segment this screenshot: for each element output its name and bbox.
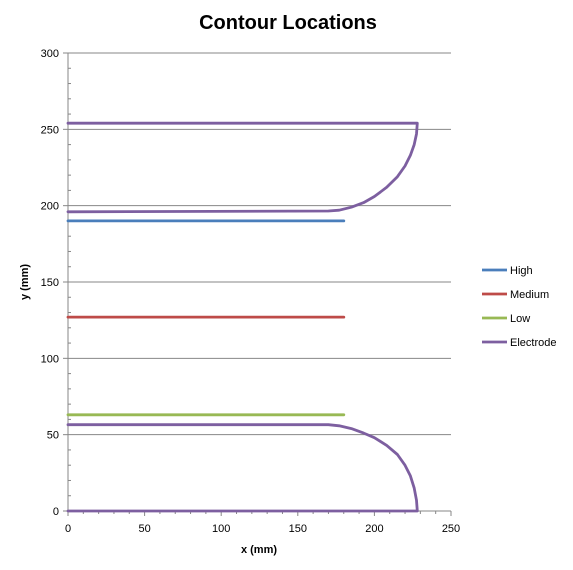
- x-tick-label-200: 200: [365, 523, 383, 535]
- x-tick-label-100: 100: [212, 523, 230, 535]
- y-tick-label-0: 0: [53, 506, 59, 518]
- x-tick-label-50: 50: [138, 523, 150, 535]
- legend-label-high: High: [510, 265, 533, 277]
- y-tick-label-50: 50: [47, 430, 59, 442]
- x-axis-title: x (mm): [241, 544, 277, 556]
- legend-label-low: Low: [510, 313, 530, 325]
- series-electrode-line-2: [66, 121, 419, 214]
- plot-area: [66, 121, 419, 513]
- series-electrode-line-1: [66, 423, 419, 513]
- chart-title: Contour Locations: [199, 12, 377, 34]
- y-tick-label-200: 200: [41, 201, 59, 213]
- legend-label-electrode: Electrode: [510, 337, 556, 349]
- legend-label-medium: Medium: [510, 289, 549, 301]
- x-tick-label-150: 150: [289, 523, 307, 535]
- x-tick-label-250: 250: [442, 523, 460, 535]
- y-tick-label-300: 300: [41, 48, 59, 60]
- tick-labels: 0 50 100 150 200 250 300 0 50 100 150 200 250: [41, 48, 461, 535]
- x-tick-label-0: 0: [65, 523, 71, 535]
- y-axis-title: y (mm): [19, 264, 31, 300]
- legend: High Medium Low Electrode: [482, 265, 556, 349]
- y-tick-label-250: 250: [41, 124, 59, 136]
- y-tick-label-100: 100: [41, 353, 59, 365]
- y-tick-label-150: 150: [41, 277, 59, 289]
- gridlines: [68, 52, 451, 436]
